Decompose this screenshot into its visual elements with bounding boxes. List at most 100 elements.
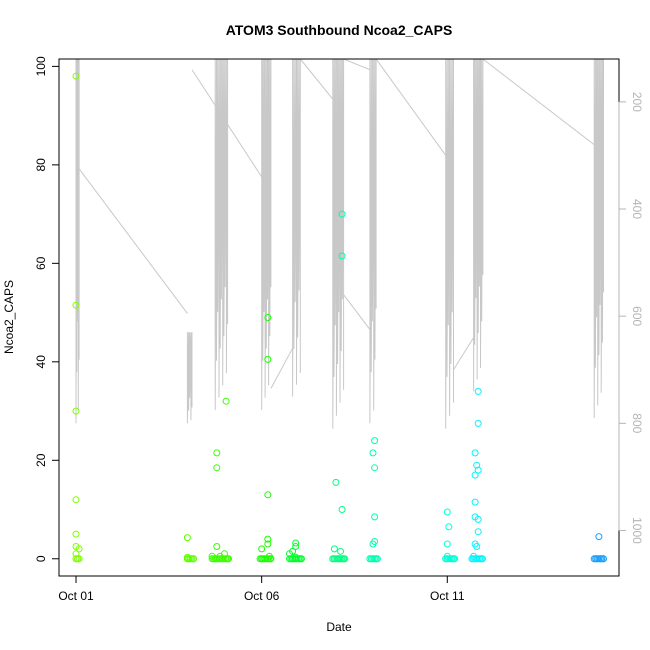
- data-point: [332, 478, 340, 486]
- data-point: [600, 555, 607, 563]
- data-point: [72, 550, 80, 558]
- data-point: [190, 555, 198, 563]
- data-point: [474, 387, 482, 395]
- data-point: [292, 543, 300, 550]
- data-point: [471, 449, 479, 457]
- depth-burst: [261, 58, 272, 410]
- data-point: [264, 535, 272, 543]
- data-point: [471, 498, 479, 506]
- data-point: [340, 555, 348, 563]
- y-axis: 0 20 40 60 80 100: [34, 56, 59, 562]
- data-point: [369, 540, 377, 548]
- data-point: [213, 464, 221, 472]
- data-point: [258, 555, 266, 563]
- depth-transit: [375, 58, 447, 156]
- data-point: [338, 210, 346, 218]
- data-point: [258, 545, 266, 553]
- secondary-y-tick-label: 1000: [630, 517, 644, 544]
- x-axis: Oct 01 Oct 06 Oct 11: [58, 576, 465, 603]
- data-point: [369, 449, 377, 457]
- data-point: [473, 543, 481, 550]
- secondary-y-axis: 200 400 600 800 1000: [618, 92, 644, 544]
- data-point: [337, 547, 344, 555]
- y-tick-label: 0: [34, 555, 48, 562]
- data-point: [442, 555, 450, 563]
- y-tick-label: 20: [34, 453, 48, 467]
- data-point: [474, 528, 482, 536]
- data-point: [473, 461, 481, 469]
- y-tick-label: 100: [34, 56, 48, 76]
- data-point: [371, 464, 379, 472]
- data-point: [330, 545, 338, 553]
- depth-burst: [332, 58, 345, 429]
- data-point: [371, 437, 379, 445]
- data-point: [72, 555, 80, 563]
- depth-transit: [191, 69, 263, 178]
- data-point: [292, 539, 300, 547]
- data-point: [264, 314, 272, 321]
- data-point: [450, 555, 457, 563]
- secondary-y-tick-label: 600: [630, 306, 644, 326]
- data-point: [443, 508, 451, 516]
- depth-burst: [369, 58, 377, 424]
- depth-trace: [75, 58, 604, 429]
- data-point: [292, 553, 300, 561]
- data-point: [443, 540, 451, 548]
- secondary-y-tick-label: 800: [630, 413, 644, 433]
- depth-burst: [445, 58, 454, 429]
- depth-transit: [270, 348, 294, 389]
- data-point: [183, 534, 191, 542]
- data-point: [213, 543, 221, 550]
- data-point: [72, 407, 80, 415]
- data-point: [296, 555, 304, 563]
- depth-burst: [593, 58, 604, 419]
- data-point: [264, 491, 272, 499]
- data-points: [72, 72, 607, 563]
- data-point: [338, 506, 346, 513]
- data-point: [468, 555, 476, 563]
- data-point: [75, 555, 83, 563]
- data-point: [183, 553, 191, 561]
- data-point: [474, 419, 482, 427]
- x-tick-label: Oct 01: [58, 589, 94, 603]
- y-tick-label: 60: [34, 256, 48, 270]
- data-point: [267, 555, 275, 563]
- data-point: [474, 466, 482, 474]
- y-tick-label: 80: [34, 158, 48, 172]
- depth-burst: [186, 332, 193, 424]
- data-point: [596, 555, 604, 563]
- depth-transit: [453, 337, 475, 371]
- depth-transit: [343, 294, 371, 330]
- data-point: [474, 515, 482, 523]
- chart-title: ATOM3 Southbound Ncoa2_CAPS: [226, 22, 453, 38]
- data-point: [72, 72, 80, 80]
- y-axis-label: Ncoa2_CAPS: [2, 280, 16, 354]
- depth-transit: [78, 168, 188, 314]
- data-point: [222, 397, 230, 405]
- y-tick-label: 40: [34, 355, 48, 369]
- depth-burst: [214, 58, 229, 410]
- data-point: [338, 252, 346, 260]
- x-tick-label: Oct 06: [244, 589, 280, 603]
- depth-burst: [292, 58, 301, 397]
- depth-transit: [343, 58, 371, 71]
- depth-burst: [75, 58, 80, 424]
- data-point: [371, 513, 379, 521]
- data-point: [445, 523, 453, 531]
- data-point: [592, 555, 600, 563]
- depth-burst: [473, 58, 484, 392]
- secondary-y-tick-label: 200: [630, 92, 644, 112]
- data-point: [72, 301, 80, 309]
- secondary-y-tick-label: 400: [630, 199, 644, 219]
- data-point: [595, 533, 603, 541]
- x-axis-label: Date: [326, 620, 352, 634]
- depth-transit: [482, 58, 595, 146]
- data-point: [224, 555, 232, 563]
- data-point: [286, 550, 293, 558]
- data-point: [75, 545, 83, 553]
- data-point: [471, 471, 479, 479]
- data-point: [72, 496, 80, 504]
- data-point: [372, 555, 380, 563]
- data-point: [264, 540, 272, 548]
